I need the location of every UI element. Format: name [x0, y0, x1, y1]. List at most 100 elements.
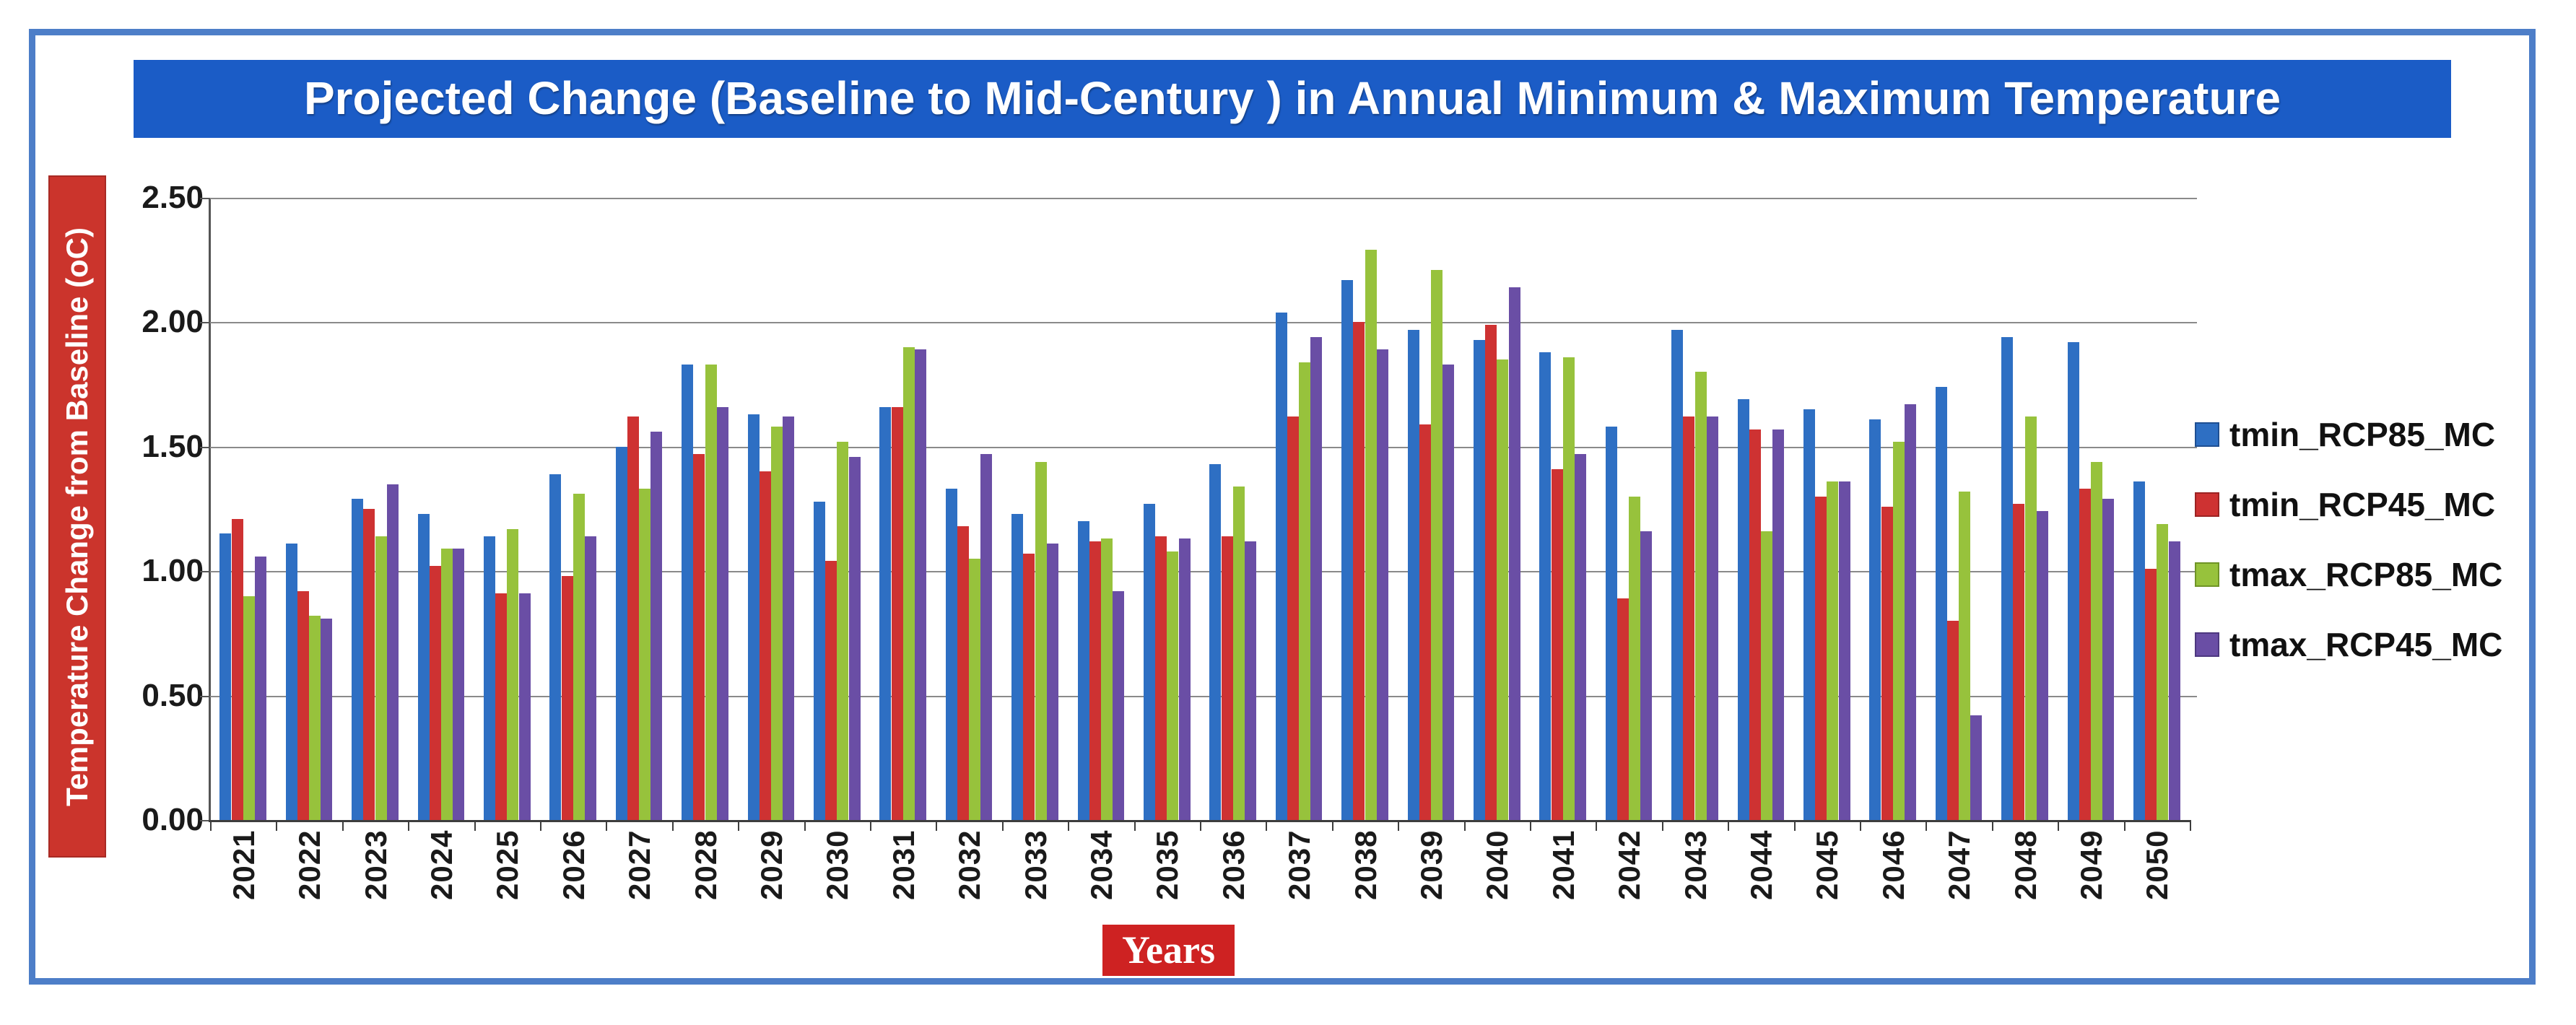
bar-tmin_RCP85_MC-2022 — [285, 544, 297, 820]
bar-tmax_RCP45_MC-2041 — [1574, 454, 1587, 820]
x-tick-mark — [2058, 822, 2060, 831]
x-tick-label: 2028 — [688, 830, 723, 901]
y-tick-mark — [200, 696, 209, 697]
bar-tmin_RCP85_MC-2023 — [352, 499, 364, 820]
bar-tmin_RCP85_MC-2039 — [1407, 329, 1419, 820]
x-tick-label: 2049 — [2074, 830, 2108, 901]
bar-tmin_RCP45_MC-2041 — [1551, 468, 1563, 820]
bar-tmax_RCP45_MC-2049 — [2102, 499, 2115, 820]
x-tick-mark — [1001, 822, 1004, 831]
x-tick-label: 2046 — [1876, 830, 1910, 901]
bar-tmin_RCP85_MC-2034 — [1077, 521, 1089, 820]
bar-tmax_RCP45_MC-2048 — [2036, 511, 2048, 820]
y-tick-mark — [200, 198, 209, 199]
bar-tmin_RCP85_MC-2030 — [813, 501, 826, 820]
y-tick-label: 0.00 — [142, 802, 204, 837]
y-tick-mark — [200, 571, 209, 572]
x-tick-label: 2036 — [1216, 830, 1250, 901]
bar-tmax_RCP45_MC-2038 — [1376, 349, 1388, 820]
bar-tmax_RCP85_MC-2042 — [1629, 496, 1641, 820]
bar-tmax_RCP45_MC-2025 — [518, 593, 531, 820]
bar-tmax_RCP85_MC-2045 — [1827, 481, 1839, 820]
bar-tmax_RCP45_MC-2028 — [716, 406, 728, 820]
x-tick-mark — [2190, 822, 2191, 831]
x-tick-label: 2042 — [1612, 830, 1647, 901]
bar-tmax_RCP85_MC-2036 — [1232, 486, 1245, 820]
legend-swatch-icon — [2195, 632, 2219, 657]
bar-tmin_RCP85_MC-2031 — [879, 406, 892, 820]
bar-tmax_RCP85_MC-2029 — [770, 427, 783, 820]
x-tick-label: 2031 — [886, 830, 921, 901]
bar-tmin_RCP85_MC-2026 — [549, 474, 562, 820]
bar-tmax_RCP85_MC-2043 — [1694, 372, 1707, 820]
bar-tmax_RCP85_MC-2050 — [2157, 523, 2169, 820]
bar-tmin_RCP85_MC-2035 — [1143, 504, 1156, 820]
x-tick-label: 2037 — [1282, 830, 1317, 901]
bar-tmax_RCP45_MC-2050 — [2168, 541, 2180, 820]
y-tick-mark — [200, 820, 209, 821]
x-tick-mark — [1596, 822, 1598, 831]
x-tick-label: 2030 — [820, 830, 855, 901]
legend-label: tmax_RCP85_MC — [2229, 556, 2503, 593]
legend-swatch-icon — [2195, 492, 2219, 517]
bar-tmin_RCP45_MC-2044 — [1749, 429, 1761, 820]
bar-tmin_RCP85_MC-2040 — [1473, 339, 1486, 820]
x-tick-mark — [738, 822, 740, 831]
bar-tmin_RCP45_MC-2023 — [363, 509, 375, 820]
bar-tmin_RCP45_MC-2034 — [1089, 541, 1101, 820]
bar-tmin_RCP45_MC-2040 — [1485, 324, 1497, 820]
bar-tmin_RCP45_MC-2021 — [231, 518, 243, 820]
bar-tmax_RCP85_MC-2025 — [507, 528, 519, 820]
bar-tmin_RCP85_MC-2042 — [1605, 427, 1617, 820]
x-tick-mark — [1068, 822, 1070, 831]
bar-tmin_RCP45_MC-2026 — [561, 576, 573, 820]
x-tick-label: 2033 — [1018, 830, 1053, 901]
bar-tmin_RCP45_MC-2035 — [1155, 536, 1167, 820]
x-tick-label: 2045 — [1810, 830, 1845, 901]
x-tick-mark — [1463, 822, 1466, 831]
bar-tmax_RCP85_MC-2024 — [440, 549, 453, 820]
gridline — [210, 571, 2190, 572]
bar-tmax_RCP85_MC-2030 — [837, 441, 849, 820]
x-tick-label: 2039 — [1414, 830, 1448, 901]
bar-tmax_RCP45_MC-2033 — [1046, 544, 1058, 820]
x-tick-label: 2047 — [1942, 830, 1977, 901]
y-tick-label: 2.00 — [142, 304, 204, 340]
bar-tmin_RCP85_MC-2049 — [2067, 341, 2079, 820]
legend-item: tmax_RCP85_MC — [2195, 555, 2502, 594]
y-tick-mark — [2190, 198, 2197, 199]
y-tick-label: 1.50 — [142, 428, 204, 464]
y-tick-label: 0.50 — [142, 677, 204, 713]
gridline — [210, 322, 2190, 323]
x-tick-mark — [1860, 822, 1861, 831]
bar-tmax_RCP45_MC-2026 — [584, 536, 597, 820]
y-axis-line — [209, 198, 211, 821]
x-tick-mark — [1398, 822, 1400, 831]
bar-tmax_RCP85_MC-2023 — [375, 536, 387, 820]
bar-tmax_RCP85_MC-2048 — [2024, 416, 2037, 820]
legend-item: tmax_RCP45_MC — [2195, 625, 2502, 664]
bar-tmin_RCP85_MC-2047 — [1935, 387, 1947, 820]
x-tick-label: 2040 — [1480, 830, 1515, 901]
legend-swatch-icon — [2195, 562, 2219, 587]
x-tick-mark — [1661, 822, 1663, 831]
x-tick-mark — [1331, 822, 1333, 831]
bar-tmax_RCP45_MC-2040 — [1508, 287, 1520, 820]
x-tick-mark — [1200, 822, 1201, 831]
legend-label: tmin_RCP85_MC — [2229, 416, 2496, 453]
legend-item: tmin_RCP45_MC — [2195, 485, 2495, 524]
x-tick-mark — [276, 822, 278, 831]
x-tick-mark — [210, 822, 212, 831]
bar-tmax_RCP85_MC-2034 — [1100, 538, 1113, 820]
bar-tmax_RCP45_MC-2022 — [321, 618, 333, 820]
bar-tmin_RCP85_MC-2028 — [682, 365, 694, 820]
y-tick-mark — [2190, 696, 2197, 697]
bar-tmin_RCP45_MC-2048 — [2013, 504, 2025, 820]
bar-tmax_RCP45_MC-2029 — [783, 416, 795, 820]
x-tick-mark — [936, 822, 938, 831]
bar-tmin_RCP85_MC-2046 — [1869, 419, 1881, 820]
bar-tmin_RCP45_MC-2027 — [627, 416, 640, 820]
y-tick-mark — [200, 322, 209, 323]
bar-tmax_RCP85_MC-2038 — [1365, 250, 1377, 820]
x-tick-label: 2044 — [1744, 830, 1778, 901]
